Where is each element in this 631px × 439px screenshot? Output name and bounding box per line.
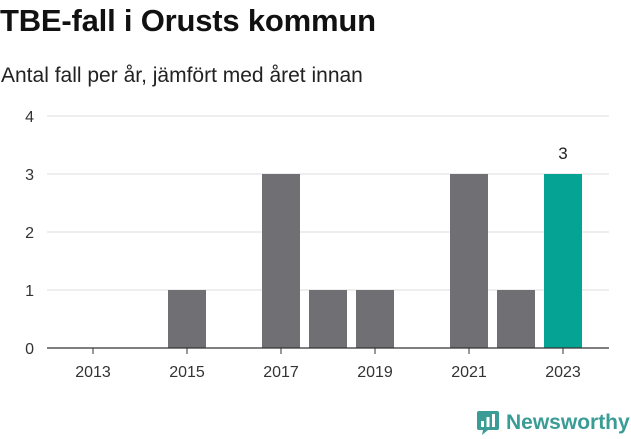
x-tick-label: 2019: [357, 364, 393, 381]
y-tick-label: 4: [25, 109, 34, 126]
x-tick-label: 2023: [545, 364, 581, 381]
highlighted-bar: [544, 174, 582, 348]
data-label: 3: [558, 144, 567, 163]
bar: [450, 174, 488, 348]
y-tick-label: 3: [25, 167, 34, 184]
x-tick-label: 2015: [169, 364, 205, 381]
brand-name: Newsworthy: [506, 411, 630, 434]
chart-subtitle: Antal fall per år, jämfört med året inna…: [1, 64, 363, 87]
y-tick-label: 2: [25, 225, 34, 242]
y-tick-label: 1: [25, 283, 34, 300]
chart-title: TBE-fall i Orusts kommun: [0, 3, 376, 38]
bar: [497, 290, 535, 348]
bar: [356, 290, 394, 348]
bar: [168, 290, 206, 348]
bar: [262, 174, 300, 348]
bar: [309, 290, 347, 348]
x-tick-label: 2017: [263, 364, 299, 381]
y-tick-label: 0: [25, 341, 34, 358]
x-tick-label: 2021: [451, 364, 487, 381]
brand-logo: Newsworthy: [476, 408, 630, 438]
x-tick-label: 2013: [75, 364, 111, 381]
bar-chart-icon: [477, 411, 499, 435]
